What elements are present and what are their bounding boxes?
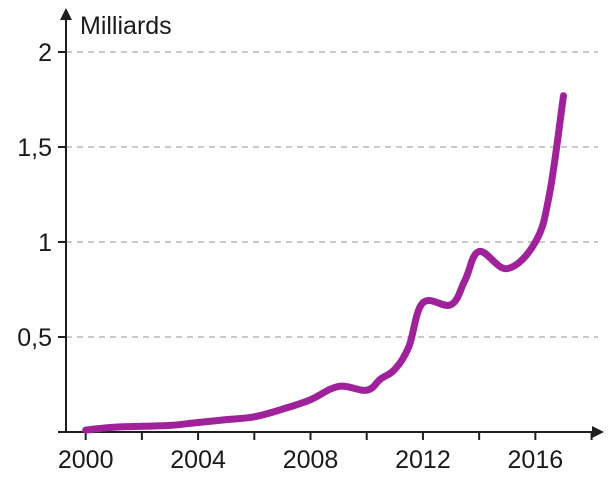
y-tick-label: 0,5 [17, 324, 52, 352]
y-axis-title: Milliards [80, 12, 172, 40]
grid-lines [66, 51, 598, 338]
ticks: 0,5 1 1,5 2 2000 2004 2008 2012 2016 [17, 39, 593, 474]
series [82, 92, 567, 434]
x-tick-label: 2000 [58, 446, 114, 474]
x-tick-label: 2004 [170, 446, 226, 474]
x-tick-label: 2016 [508, 446, 564, 474]
x-axis-arrow [592, 426, 604, 438]
x-tick-label: 2008 [283, 446, 339, 474]
y-tick-label: 2 [38, 39, 52, 67]
y-tick-label: 1,5 [17, 134, 52, 162]
y-tick-label: 1 [38, 229, 52, 257]
series-line [82, 92, 567, 434]
y-axis-arrow [60, 8, 72, 20]
axes: Milliards [58, 8, 604, 438]
x-tick-label: 2012 [395, 446, 451, 474]
